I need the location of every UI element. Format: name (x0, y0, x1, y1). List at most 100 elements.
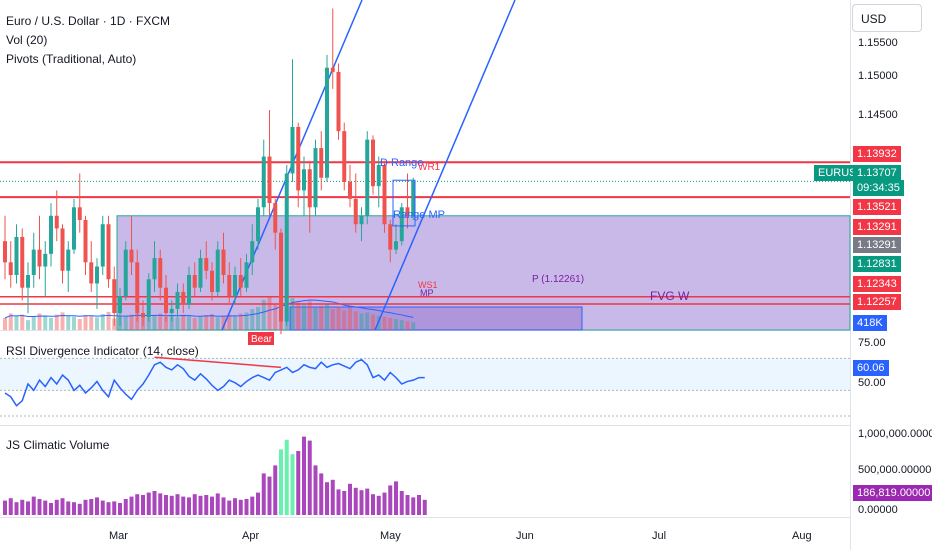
currency-selector[interactable]: USD (852, 4, 922, 32)
x-tick-apr: Apr (242, 530, 260, 542)
volume-bar (198, 316, 203, 330)
countdown-tag: 09:34:35 (853, 180, 904, 196)
climactic-volume-bar (371, 494, 375, 515)
climactic-volume-bar (60, 498, 65, 515)
volume-bar (371, 314, 375, 330)
volume-bar (290, 298, 295, 330)
climactic-volume-bar (129, 496, 134, 515)
volume-bar (336, 306, 341, 330)
climactic-volume-bar (353, 487, 358, 515)
candle-body (146, 279, 151, 318)
price-tag: 1.13291 (853, 237, 901, 253)
climactic-volume-bar (146, 492, 151, 515)
climactic-volume-bar (66, 501, 71, 515)
climactic-volume-bar (221, 497, 226, 515)
x-tick-may: May (380, 530, 401, 542)
volume-bar (204, 315, 209, 330)
candle-body (313, 148, 318, 208)
climactic-volume-bar (181, 496, 186, 515)
climactic-volume-bar (296, 451, 301, 515)
volume-bar (43, 315, 48, 330)
volume-bar (388, 317, 393, 330)
candle-body (198, 258, 203, 288)
candle-body (135, 262, 140, 314)
x-tick-mar: Mar (109, 530, 128, 542)
climactic-volume-bar (290, 454, 295, 515)
last-price-tag: 1.13707 (853, 165, 901, 181)
volume-bar (14, 316, 19, 330)
price-tag: 1.12343 (853, 276, 901, 292)
climactic-volume-bar (399, 491, 404, 515)
candle-body (405, 207, 410, 216)
candle-body (181, 291, 186, 305)
climactic-tick: 500,000.00000 (858, 464, 932, 476)
climactic-volume-bar (382, 492, 387, 515)
candle-body (273, 203, 278, 233)
channel-lower-line (374, 0, 516, 331)
volume-bar (233, 316, 237, 330)
climactic-volume-bar (192, 494, 197, 515)
climactic-volume-bar (49, 503, 53, 515)
range-box (392, 179, 416, 227)
candle-body (37, 249, 42, 267)
volume-bar (359, 313, 364, 330)
symbol-title[interactable]: Euro / U.S. Dollar · 1D · FXCM (6, 14, 171, 28)
wr1-label: WR1 (418, 162, 441, 173)
climactic-volume-bar (14, 502, 19, 515)
candle-body (296, 126, 301, 191)
climactic-volume-bar (388, 485, 393, 515)
pivots-indicator-label[interactable]: Pivots (Traditional, Auto) (6, 52, 137, 66)
candle-body (49, 215, 53, 254)
candle-body (233, 275, 237, 297)
candle-body (371, 139, 375, 187)
candle-body (95, 266, 99, 284)
volume-bar (399, 320, 404, 330)
volume-bar (302, 305, 306, 330)
climactic-volume-bar (261, 473, 266, 515)
bear-label: Bear (251, 334, 273, 345)
price-tag: 1.12257 (853, 294, 901, 310)
volume-bar (89, 316, 94, 330)
candle-body (43, 253, 48, 267)
candle-body (112, 279, 117, 314)
climactic-volume-bar (411, 497, 416, 515)
rsi-value-tag: 60.06 (853, 360, 889, 376)
volume-bar (353, 311, 358, 330)
climactic-volume-bar (210, 496, 214, 515)
pivot-price-tag: 1.13521 (853, 199, 901, 215)
candle-body (169, 308, 174, 314)
climactic-tick: 0.00000 (858, 504, 898, 516)
volume-bar (365, 312, 370, 330)
volume-bar (129, 314, 134, 330)
rsi-indicator-label[interactable]: RSI Divergence Indicator (14, close) (6, 344, 199, 358)
climactic-volume-bar (319, 473, 324, 515)
vol-indicator-label[interactable]: Vol (20) (6, 33, 48, 47)
x-tick-jul: Jul (652, 530, 667, 542)
climactic-volume-bar (20, 499, 25, 515)
candle-body (342, 131, 347, 182)
climactic-volume-bar (313, 465, 318, 515)
candle-body (256, 207, 260, 242)
volume-bar (215, 317, 220, 330)
candle-body (8, 262, 13, 275)
volume-bar (83, 315, 88, 330)
candle-body (221, 249, 226, 275)
pivot-p-label: P (1.12261) (532, 274, 584, 285)
climactic-volume-bar (215, 493, 220, 515)
candle-body (376, 165, 381, 187)
volume-bar (394, 319, 398, 330)
candle-body (3, 241, 7, 263)
candle-body (26, 275, 30, 288)
candle-body (187, 275, 191, 305)
climactic-volume-bar (43, 500, 48, 515)
climactic-volume-label[interactable]: JS Climatic Volume (6, 438, 110, 452)
volume-bar (54, 314, 59, 330)
candle-body (141, 313, 145, 318)
climactic-volume-bar (365, 488, 370, 515)
rsi-band (0, 358, 850, 391)
candle-body (175, 291, 180, 309)
candle-body (215, 249, 220, 292)
price-tag: 1.12831 (853, 256, 901, 272)
volume-bar (210, 314, 214, 330)
